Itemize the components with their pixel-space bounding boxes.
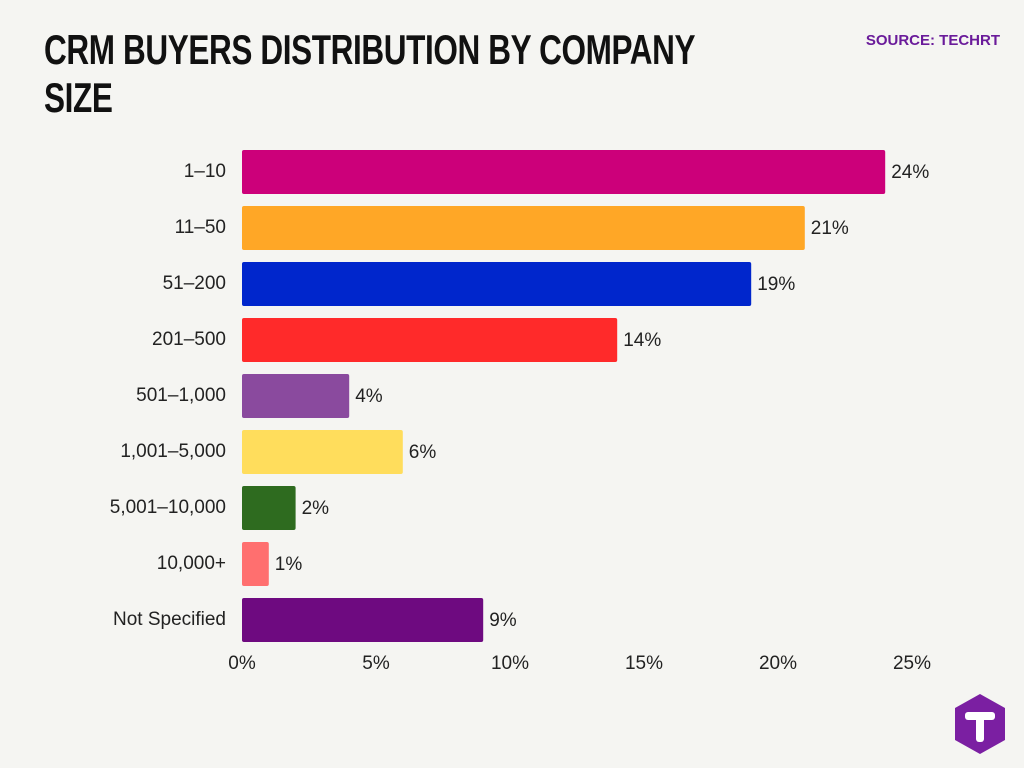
bar — [242, 598, 484, 642]
bar — [242, 374, 350, 418]
bar — [242, 262, 752, 306]
category-label: 1,001–5,000 — [120, 441, 226, 462]
x-tick-label: 0% — [228, 653, 256, 674]
value-label: 6% — [409, 442, 437, 463]
x-tick-label: 5% — [362, 653, 390, 674]
bar — [242, 430, 403, 474]
bar — [242, 542, 269, 586]
category-label: 501–1,000 — [136, 385, 226, 406]
source: SOURCE: TECHRT — [865, 32, 1000, 49]
value-label: 19% — [757, 274, 795, 295]
category-label: Not Specified — [113, 609, 226, 630]
value-label: 21% — [811, 218, 849, 239]
value-label: 9% — [489, 610, 517, 631]
category-label: 201–500 — [152, 329, 226, 350]
category-label: 5,001–10,000 — [110, 497, 226, 518]
x-tick-label: 10% — [491, 653, 529, 674]
value-label: 14% — [623, 330, 661, 351]
x-tick-label: 25% — [893, 653, 931, 674]
category-label: 11–50 — [175, 217, 226, 238]
category-label: 10,000+ — [157, 553, 226, 574]
bar — [242, 150, 886, 194]
value-label: 24% — [891, 162, 929, 183]
bar — [242, 486, 296, 530]
value-label: 4% — [355, 386, 383, 407]
x-tick-label: 15% — [625, 653, 663, 674]
category-label: 1–10 — [184, 161, 226, 182]
bar — [242, 318, 618, 362]
value-label: 1% — [275, 554, 303, 575]
logo — [955, 694, 1005, 754]
category-label: 51–200 — [163, 273, 226, 294]
x-tick-label: 20% — [759, 653, 797, 674]
value-label: 2% — [302, 498, 330, 519]
chart-title: CRM BUYERS DISTRIBUTION BY COMPANY SIZE — [44, 26, 695, 121]
bar — [242, 206, 805, 250]
